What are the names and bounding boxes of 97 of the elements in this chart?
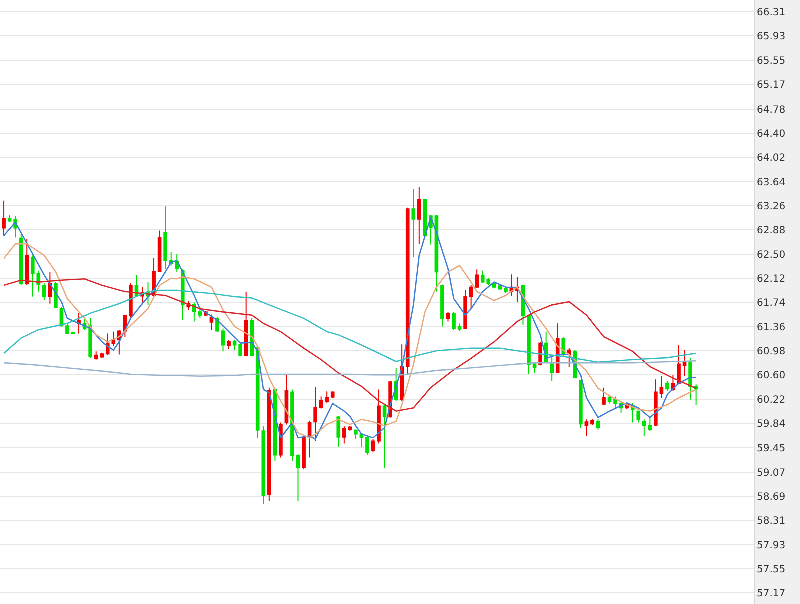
candlestick <box>417 187 422 245</box>
candlestick <box>590 418 594 426</box>
y-tick-label: 61.74 <box>757 298 786 310</box>
candlestick <box>221 328 226 352</box>
candlestick <box>648 417 652 432</box>
candlestick <box>2 200 6 236</box>
candlestick <box>654 379 658 426</box>
y-tick-label: 58.31 <box>757 516 786 528</box>
candlestick <box>290 389 294 462</box>
candlestick <box>296 454 300 502</box>
candlestick <box>666 380 670 392</box>
candlestick <box>567 348 572 368</box>
y-tick-label: 64.02 <box>757 153 786 164</box>
candlestick <box>284 374 289 426</box>
candlestick <box>527 314 531 375</box>
candlestick <box>452 312 456 330</box>
candlestick <box>688 357 692 400</box>
candlestick <box>579 380 583 430</box>
candlestick <box>314 386 318 442</box>
candlestick <box>382 404 387 468</box>
y-tick-label: 58.69 <box>757 492 786 504</box>
y-tick-label: 63.64 <box>757 177 786 188</box>
candlestick <box>238 342 242 358</box>
y-tick-label: 63.26 <box>757 202 786 212</box>
candlestick <box>406 207 410 376</box>
candlestick <box>164 206 168 270</box>
y-tick-label: 57.17 <box>757 588 786 600</box>
candlestick <box>71 331 76 334</box>
candlestick <box>210 314 214 330</box>
y-tick-label: 64.40 <box>757 129 786 140</box>
candlestick <box>682 350 687 377</box>
candlestick <box>48 272 52 304</box>
y-tick-label: 60.22 <box>757 394 786 406</box>
candlestick <box>464 290 468 330</box>
candlestick <box>348 425 352 432</box>
candlestick <box>66 323 70 335</box>
y-tick-label: 59.45 <box>757 444 786 455</box>
candlestick <box>319 396 324 410</box>
candlestick <box>354 429 358 440</box>
candlestick <box>440 284 444 328</box>
candlestick <box>198 306 202 320</box>
candlestick <box>42 283 46 301</box>
candlestick <box>244 291 248 358</box>
candlestick <box>475 269 479 289</box>
candlestick <box>446 312 450 322</box>
candlestick <box>268 387 272 502</box>
candlestick <box>308 420 312 458</box>
candlestick <box>342 425 346 444</box>
candlestick <box>8 215 12 224</box>
y-tick-label: 61.36 <box>757 322 786 334</box>
candlestick <box>371 438 376 454</box>
candlestick <box>614 396 618 409</box>
candlestick <box>458 323 462 332</box>
candlestick <box>596 419 600 430</box>
candlestick <box>227 340 231 350</box>
y-tick-label: 66.31 <box>757 8 786 19</box>
candlestick <box>232 340 237 351</box>
candlestick <box>677 344 681 386</box>
candlestick <box>19 233 24 286</box>
candlestick <box>636 410 641 424</box>
y-tick-label: 60.98 <box>757 346 786 358</box>
candlestick <box>412 188 416 258</box>
candlestick <box>504 286 508 294</box>
y-tick-label: 60.60 <box>757 370 786 382</box>
candlestick <box>642 419 646 437</box>
candlestick <box>54 282 58 309</box>
candlestick <box>77 312 81 334</box>
y-tick-label: 65.93 <box>757 32 786 43</box>
candlestick <box>88 318 92 358</box>
candlestick <box>602 387 606 406</box>
line-series <box>3 360 697 378</box>
y-tick-label: 59.07 <box>757 468 786 479</box>
y-tick-label: 65.55 <box>757 56 786 67</box>
candlestick <box>330 391 335 398</box>
y-tick-label: 62.88 <box>757 226 786 237</box>
y-tick-label: 59.84 <box>757 418 786 430</box>
candlestick <box>532 362 537 374</box>
y-tick-label: 64.78 <box>757 104 786 116</box>
candlestick <box>158 230 162 273</box>
y-tick-label: 62.50 <box>757 250 786 261</box>
candlestick <box>25 238 30 286</box>
candlestick <box>336 416 341 448</box>
candlestick <box>129 283 133 320</box>
line-series <box>3 278 697 412</box>
y-tick-label: 57.55 <box>757 564 786 576</box>
candlestick <box>660 376 664 398</box>
candlestick <box>584 419 589 437</box>
candlestick <box>377 389 381 444</box>
candlestick <box>302 436 306 470</box>
candlestick <box>325 391 330 404</box>
candlestick <box>694 384 698 406</box>
y-tick-label: 62.12 <box>757 274 786 285</box>
candlestick <box>366 436 370 456</box>
candlestick <box>469 284 474 309</box>
y-tick-label: 57.93 <box>757 540 786 552</box>
y-tick-label: 65.17 <box>757 80 786 92</box>
line-series <box>3 290 697 364</box>
